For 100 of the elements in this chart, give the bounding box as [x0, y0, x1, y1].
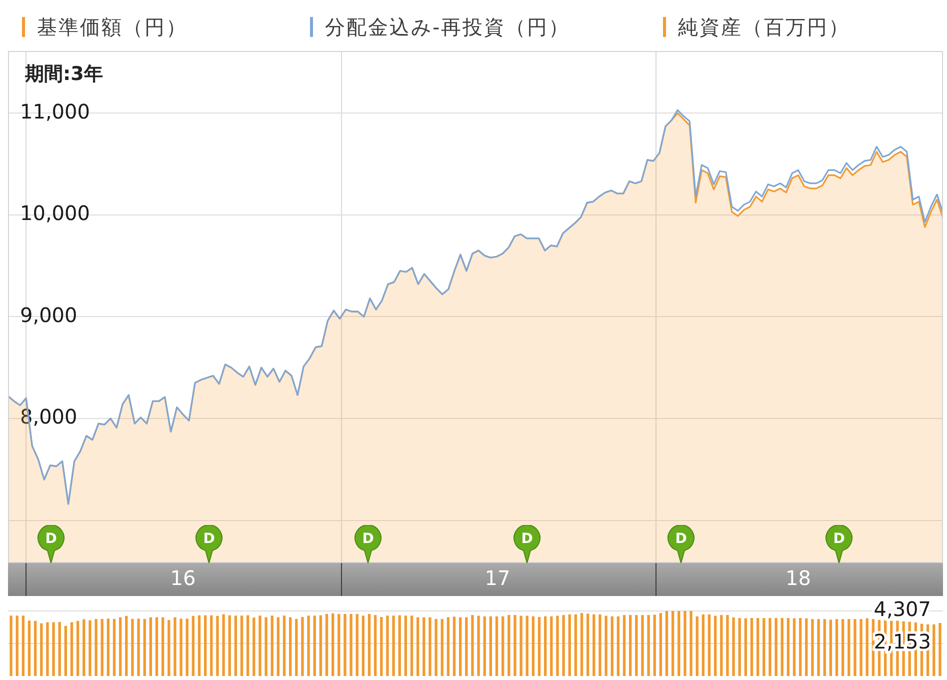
- legend-label: 基準価額（円）: [37, 14, 188, 40]
- bar: [780, 618, 784, 676]
- bar: [125, 616, 128, 676]
- y-tick-label: 4,307: [874, 597, 931, 622]
- bar: [22, 616, 25, 676]
- bar: [798, 618, 802, 676]
- bar: [622, 615, 626, 676]
- bar: [628, 615, 632, 676]
- bar: [458, 617, 462, 676]
- bar: [368, 614, 371, 676]
- bar: [137, 618, 140, 676]
- bar: [307, 616, 310, 676]
- bar: [118, 617, 122, 676]
- pin-icon: D: [513, 525, 541, 563]
- annotation: D: [521, 531, 533, 547]
- bar: [744, 618, 748, 676]
- bar: [174, 617, 176, 676]
- bar: [82, 619, 86, 676]
- bar: [568, 614, 571, 676]
- bar: [362, 616, 365, 676]
- bar: [40, 623, 43, 676]
- bar: [319, 615, 322, 676]
- bar: [112, 618, 116, 676]
- bar: [477, 616, 480, 676]
- annotation: D: [833, 531, 845, 547]
- text: 期間:3年: [24, 62, 103, 85]
- bar: [538, 616, 541, 676]
- annotation: D: [362, 531, 374, 547]
- bar: [149, 617, 152, 676]
- bar: [131, 618, 134, 676]
- bar: [344, 614, 346, 676]
- bar: [489, 616, 492, 676]
- bar: [805, 618, 808, 676]
- bar: [216, 616, 219, 676]
- pin-icon: D: [354, 525, 382, 563]
- bar: [404, 616, 408, 676]
- bar: [829, 620, 832, 676]
- pin-icon: D: [825, 525, 853, 563]
- bar: [465, 617, 468, 676]
- bar: [598, 614, 602, 676]
- annotation: D: [675, 531, 687, 547]
- bar: [88, 620, 92, 676]
- annotation: D: [203, 531, 215, 547]
- bar: [94, 618, 98, 676]
- x-tick-label: 18: [786, 566, 811, 590]
- bar: [520, 616, 522, 676]
- bar: [106, 618, 110, 676]
- bar: [817, 619, 820, 676]
- bar: [155, 617, 158, 676]
- bar: [338, 614, 340, 676]
- bar: [204, 615, 207, 676]
- bar: [452, 616, 456, 676]
- bar: [76, 620, 80, 676]
- bar: [234, 616, 238, 676]
- bar: [671, 611, 674, 676]
- bar: [550, 616, 553, 676]
- bar: [282, 616, 286, 676]
- bar: [52, 622, 55, 676]
- bar: [331, 613, 334, 676]
- bar: [422, 617, 426, 676]
- bar: [866, 618, 868, 676]
- bar: [938, 623, 942, 676]
- bar: [708, 614, 711, 676]
- bar: [610, 616, 614, 676]
- annotation: D: [45, 531, 57, 547]
- bar: [714, 616, 717, 676]
- bar: [592, 614, 596, 676]
- bar: [835, 619, 838, 676]
- bar: [46, 622, 49, 676]
- bar: [161, 617, 164, 676]
- bar: [70, 622, 74, 676]
- bar: [635, 615, 638, 676]
- bar: [10, 616, 12, 676]
- bar: [702, 614, 705, 676]
- bar: [495, 616, 498, 676]
- legend-label: 分配金込み-再投資（円）: [325, 14, 570, 40]
- bar: [16, 616, 18, 676]
- bar: [270, 616, 274, 676]
- bar: [246, 615, 250, 676]
- legend-label: 純資産（百万円）: [678, 14, 850, 40]
- bar: [732, 617, 735, 676]
- bar: [556, 616, 559, 676]
- bar: [574, 614, 578, 676]
- pin-icon: D: [195, 525, 223, 563]
- bar: [823, 619, 826, 676]
- bar: [434, 618, 438, 676]
- bar: [750, 618, 754, 676]
- bar: [641, 615, 644, 676]
- bar: [410, 616, 414, 676]
- bar: [562, 615, 565, 676]
- bar: [792, 618, 796, 676]
- bar: [313, 616, 316, 676]
- bar: [428, 617, 432, 676]
- bar: [192, 616, 195, 676]
- bar: [446, 617, 450, 676]
- bar: [483, 616, 486, 676]
- bar: [756, 618, 760, 676]
- bar: [64, 626, 68, 676]
- bar: [786, 618, 790, 676]
- bar: [544, 616, 547, 676]
